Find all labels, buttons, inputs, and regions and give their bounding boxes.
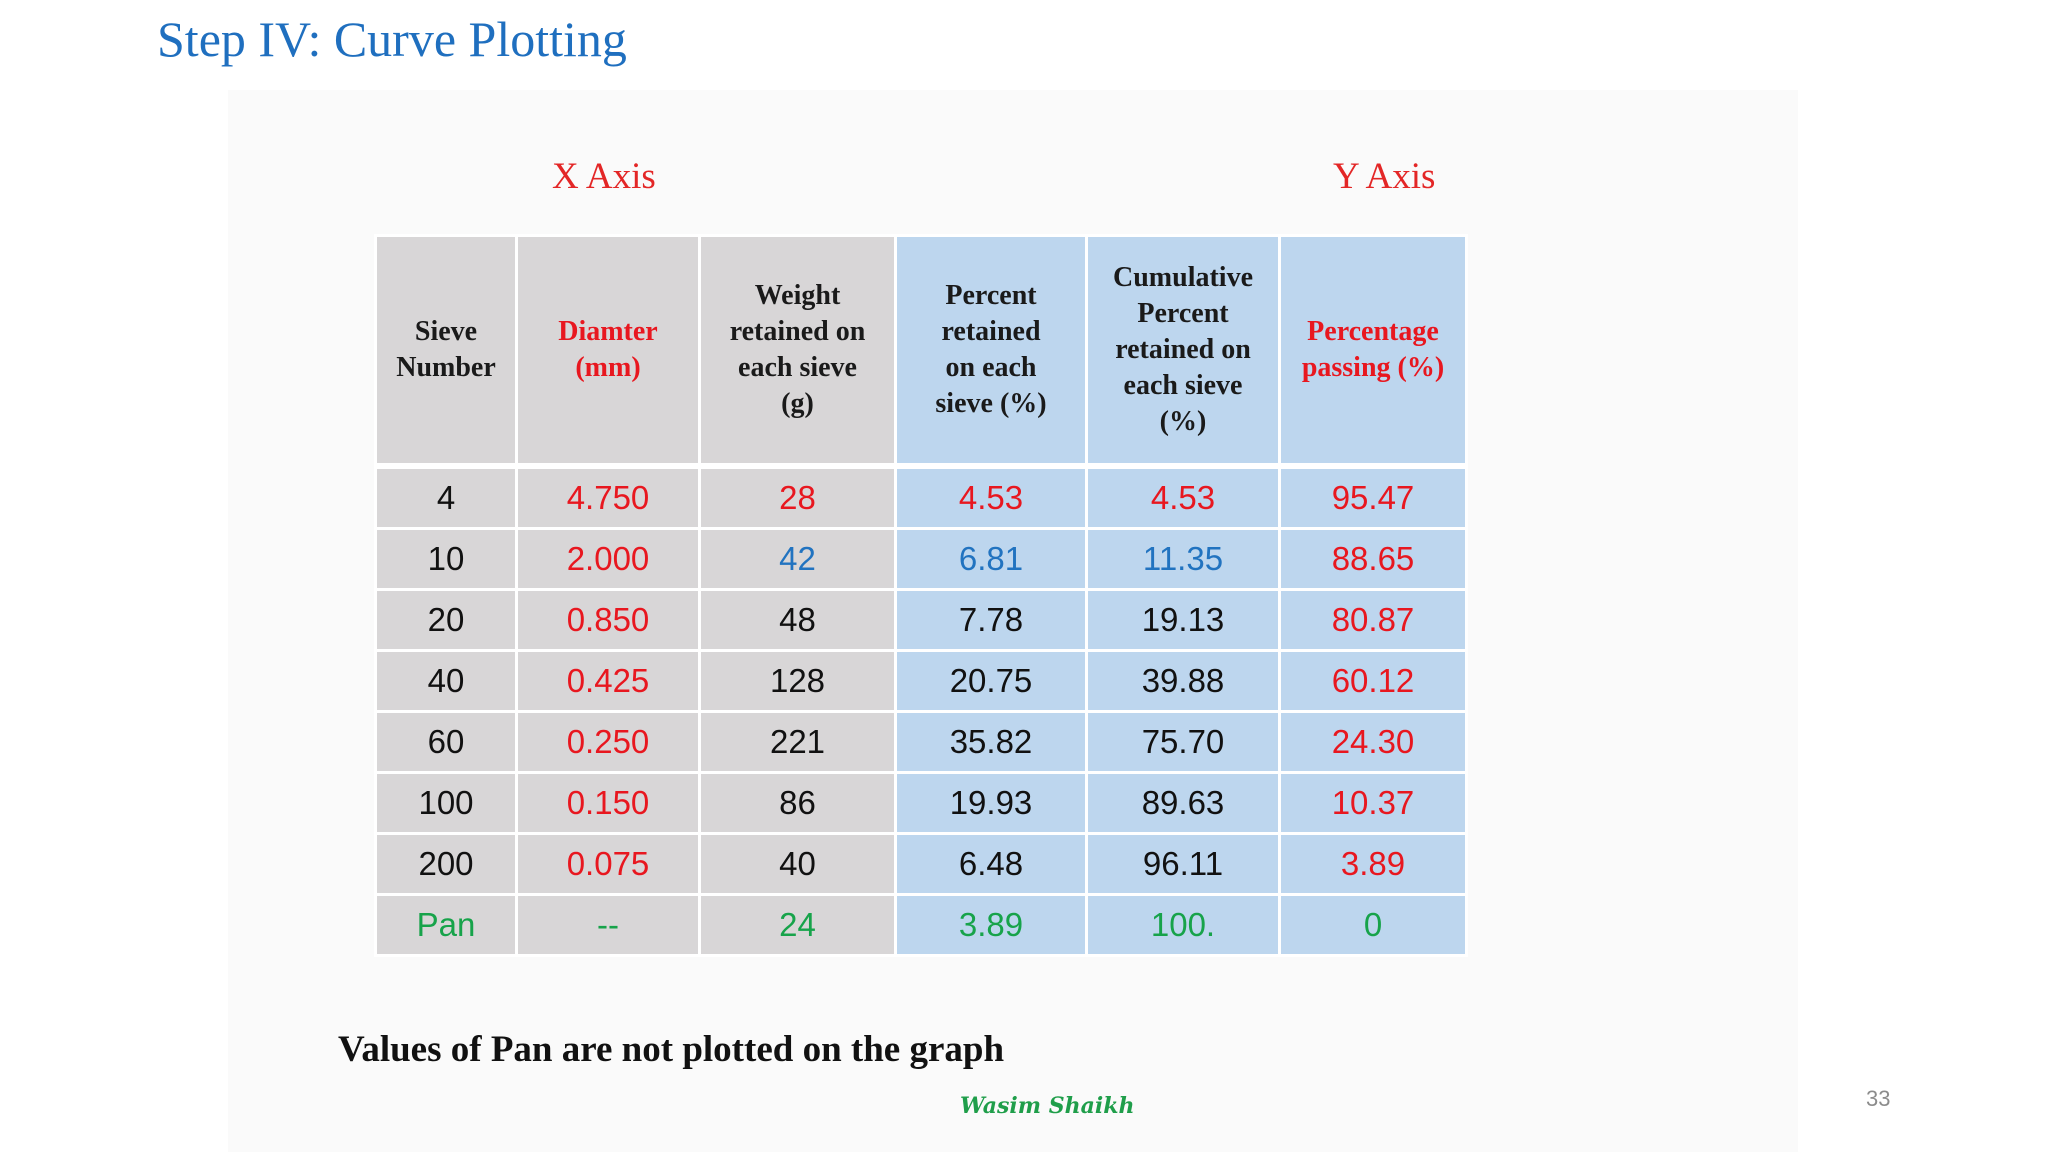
header-cumulative-percent-retained: Cumulative Percent retained on each siev… bbox=[1085, 234, 1281, 469]
cell-percent-passing: 0 bbox=[1278, 893, 1468, 957]
cell-percent-passing: 24.30 bbox=[1278, 710, 1468, 774]
cell-diameter: 0.075 bbox=[515, 832, 701, 896]
cell-sieve-number: 60 bbox=[374, 710, 518, 774]
header-percentage-passing: Percentage passing (%) bbox=[1278, 234, 1468, 469]
page-number: 33 bbox=[1866, 1086, 1891, 1111]
y-axis-label: Y Axis bbox=[1333, 156, 1436, 197]
cell-weight-retained: 128 bbox=[698, 649, 897, 713]
cell-weight-retained: 48 bbox=[698, 588, 897, 652]
cell-cumulative-retained: 39.88 bbox=[1085, 649, 1281, 713]
slide-title: Step IV: Curve Plotting bbox=[157, 11, 627, 67]
cell-percent-passing: 3.89 bbox=[1278, 832, 1468, 896]
cell-cumulative-retained: 75.70 bbox=[1085, 710, 1281, 774]
author-signature: Wasim Shaikh bbox=[960, 1093, 1135, 1119]
table-row: 4 4.750 28 4.53 4.53 95.47 bbox=[374, 464, 1468, 530]
cell-cumulative-retained: 19.13 bbox=[1085, 588, 1281, 652]
table-row: 200 0.075 40 6.48 96.11 3.89 bbox=[374, 832, 1468, 896]
table-row: 100 0.150 86 19.93 89.63 10.37 bbox=[374, 771, 1468, 835]
cell-percent-passing: 60.12 bbox=[1278, 649, 1468, 713]
cell-sieve-number: 4 bbox=[374, 464, 518, 530]
table-row: 20 0.850 48 7.78 19.13 80.87 bbox=[374, 588, 1468, 652]
table-row: 60 0.250 221 35.82 75.70 24.30 bbox=[374, 710, 1468, 774]
cell-cumulative-retained: 96.11 bbox=[1085, 832, 1281, 896]
cell-percent-retained: 19.93 bbox=[894, 771, 1088, 835]
pan-note: Values of Pan are not plotted on the gra… bbox=[338, 1029, 1005, 1070]
cell-diameter: 0.150 bbox=[515, 771, 701, 835]
cell-percent-retained: 7.78 bbox=[894, 588, 1088, 652]
cell-sieve-number: 100 bbox=[374, 771, 518, 835]
cell-sieve-number: 10 bbox=[374, 527, 518, 591]
cell-percent-retained: 35.82 bbox=[894, 710, 1088, 774]
cell-sieve-number: 40 bbox=[374, 649, 518, 713]
cell-diameter: 4.750 bbox=[515, 464, 701, 530]
sieve-analysis-table: Sieve Number Diamter (mm) Weight retaine… bbox=[374, 234, 1468, 957]
cell-diameter: 0.425 bbox=[515, 649, 701, 713]
table-header-row: Sieve Number Diamter (mm) Weight retaine… bbox=[374, 234, 1468, 469]
x-axis-label: X Axis bbox=[552, 156, 656, 197]
table-row: 10 2.000 42 6.81 11.35 88.65 bbox=[374, 527, 1468, 591]
cell-percent-passing: 95.47 bbox=[1278, 464, 1468, 530]
cell-weight-retained: 86 bbox=[698, 771, 897, 835]
cell-percent-retained: 6.81 bbox=[894, 527, 1088, 591]
table-row: 40 0.425 128 20.75 39.88 60.12 bbox=[374, 649, 1468, 713]
cell-cumulative-retained: 89.63 bbox=[1085, 771, 1281, 835]
cell-weight-retained: 221 bbox=[698, 710, 897, 774]
cell-percent-retained: 20.75 bbox=[894, 649, 1088, 713]
header-percent-retained: Percent retained on each sieve (%) bbox=[894, 234, 1088, 469]
cell-diameter: 0.850 bbox=[515, 588, 701, 652]
table-row-pan: Pan -- 24 3.89 100. 0 bbox=[374, 893, 1468, 957]
cell-sieve-number: Pan bbox=[374, 893, 518, 957]
cell-percent-retained: 4.53 bbox=[894, 464, 1088, 530]
cell-cumulative-retained: 4.53 bbox=[1085, 464, 1281, 530]
cell-percent-passing: 80.87 bbox=[1278, 588, 1468, 652]
header-diameter: Diamter (mm) bbox=[515, 234, 701, 469]
cell-diameter: 2.000 bbox=[515, 527, 701, 591]
header-sieve-number: Sieve Number bbox=[374, 234, 518, 469]
cell-diameter: -- bbox=[515, 893, 701, 957]
cell-sieve-number: 200 bbox=[374, 832, 518, 896]
header-weight-retained: Weight retained on each sieve (g) bbox=[698, 234, 897, 469]
cell-diameter: 0.250 bbox=[515, 710, 701, 774]
cell-cumulative-retained: 100. bbox=[1085, 893, 1281, 957]
cell-percent-passing: 88.65 bbox=[1278, 527, 1468, 591]
cell-weight-retained: 28 bbox=[698, 464, 897, 530]
cell-percent-retained: 6.48 bbox=[894, 832, 1088, 896]
cell-percent-retained: 3.89 bbox=[894, 893, 1088, 957]
cell-weight-retained: 40 bbox=[698, 832, 897, 896]
cell-cumulative-retained: 11.35 bbox=[1085, 527, 1281, 591]
cell-percent-passing: 10.37 bbox=[1278, 771, 1468, 835]
cell-sieve-number: 20 bbox=[374, 588, 518, 652]
cell-weight-retained: 24 bbox=[698, 893, 897, 957]
cell-weight-retained: 42 bbox=[698, 527, 897, 591]
